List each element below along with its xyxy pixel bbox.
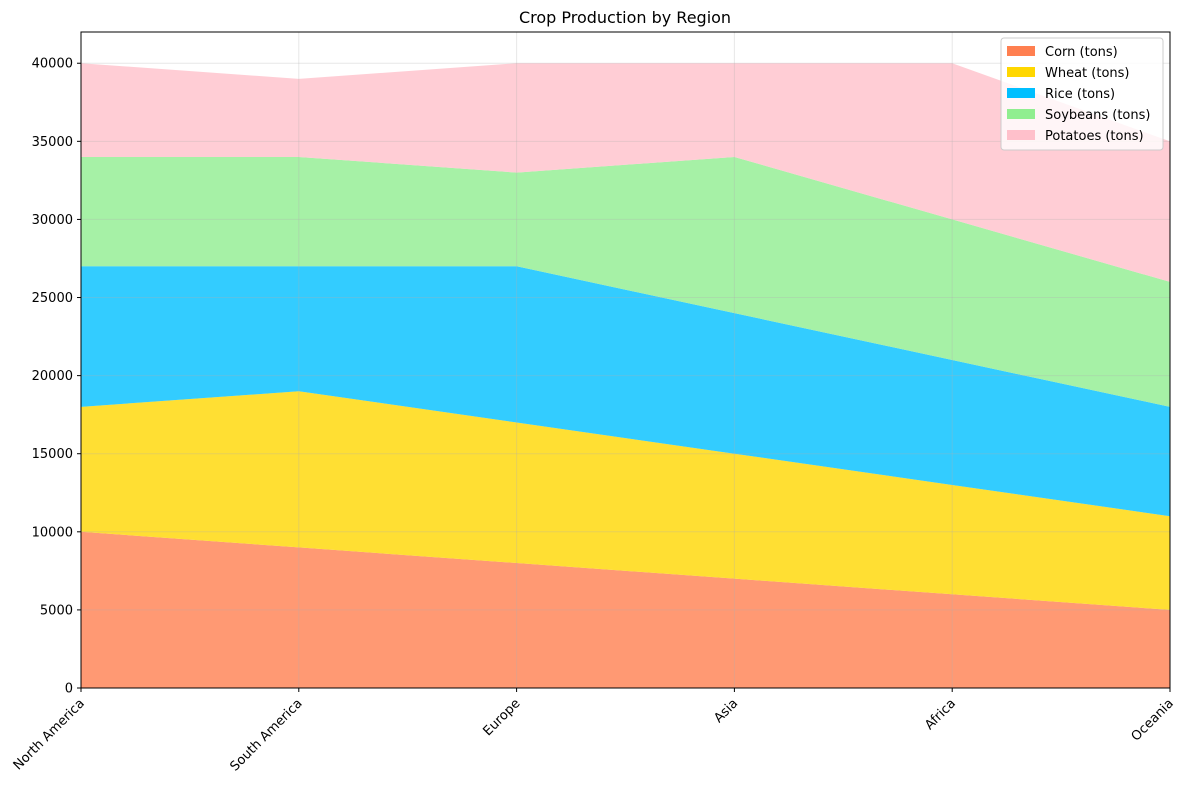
y-tick-label: 20000 [32,369,73,384]
legend-swatch [1007,88,1035,98]
legend-swatch [1007,109,1035,119]
legend-swatch [1007,67,1035,77]
plot-frame [80,31,1171,689]
y-axis: 0 5000 10000 15000 20000 25000 30000 35000 40000 [32,57,81,697]
legend: Corn (tons) Wheat (tons) Rice (tons) Soybea… [1000,37,1164,151]
area-series-3 [81,156,1170,407]
area-series-4 [81,63,1170,282]
x-tick-label: Asia [711,696,741,726]
y-tick-label: 30000 [32,213,73,228]
y-tick-label: 25000 [32,291,73,306]
legend-label: Potatoes (tons) [1045,129,1144,144]
y-tick-label: 15000 [32,447,73,462]
x-tick-label: North America [11,696,88,773]
area-series-2 [81,266,1170,517]
x-tick-label: Africa [922,696,959,733]
area-series-0 [81,531,1170,688]
legend-label: Wheat (tons) [1045,66,1130,81]
y-tick-label: 10000 [32,525,73,540]
legend-swatch [1007,130,1035,140]
y-tick-label: 40000 [32,57,73,72]
legend-swatch [1007,46,1035,56]
y-tick-label: 0 [65,682,73,697]
legend-label: Corn (tons) [1045,45,1118,60]
legend-label: Soybeans (tons) [1045,108,1150,123]
legend-box [1000,37,1164,151]
y-tick-label: 5000 [40,603,73,618]
chart-title: Crop Production by Region [519,8,731,27]
x-tick-label: South America [227,696,305,774]
x-tick-label: Europe [480,696,523,739]
x-tick-label: Oceania [1129,696,1177,744]
area-series-1 [81,391,1170,610]
areas-layer [81,63,1170,688]
y-tick-label: 35000 [32,135,73,150]
legend-label: Rice (tons) [1045,87,1115,102]
x-axis: North America South America Europe Asia Afri… [11,688,1177,774]
